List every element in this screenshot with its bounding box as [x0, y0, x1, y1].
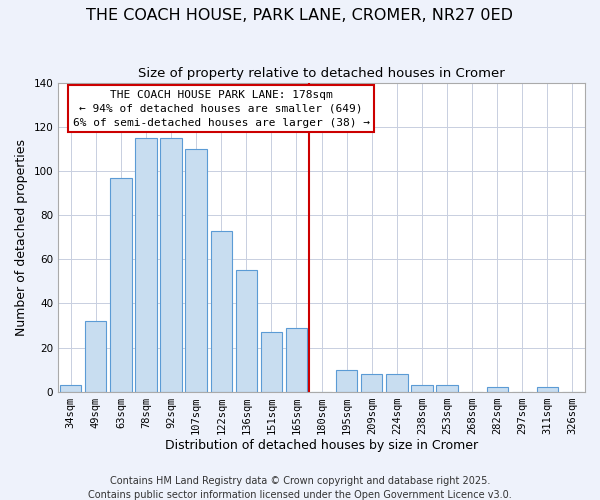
Bar [537, 387, 558, 392]
Bar [236, 270, 257, 392]
Bar [361, 374, 382, 392]
Bar [386, 374, 407, 392]
Bar [487, 387, 508, 392]
Bar [160, 138, 182, 392]
Bar [286, 328, 307, 392]
Text: THE COACH HOUSE, PARK LANE, CROMER, NR27 0ED: THE COACH HOUSE, PARK LANE, CROMER, NR27… [86, 8, 514, 22]
X-axis label: Distribution of detached houses by size in Cromer: Distribution of detached houses by size … [165, 440, 478, 452]
Bar [110, 178, 131, 392]
Title: Size of property relative to detached houses in Cromer: Size of property relative to detached ho… [138, 68, 505, 80]
Bar [85, 321, 106, 392]
Bar [60, 385, 82, 392]
Bar [261, 332, 282, 392]
Bar [411, 385, 433, 392]
Bar [185, 149, 207, 392]
Bar [211, 230, 232, 392]
Text: THE COACH HOUSE PARK LANE: 178sqm
← 94% of detached houses are smaller (649)
6% : THE COACH HOUSE PARK LANE: 178sqm ← 94% … [73, 90, 370, 128]
Text: Contains HM Land Registry data © Crown copyright and database right 2025.
Contai: Contains HM Land Registry data © Crown c… [88, 476, 512, 500]
Bar [336, 370, 358, 392]
Y-axis label: Number of detached properties: Number of detached properties [15, 139, 28, 336]
Bar [436, 385, 458, 392]
Bar [136, 138, 157, 392]
